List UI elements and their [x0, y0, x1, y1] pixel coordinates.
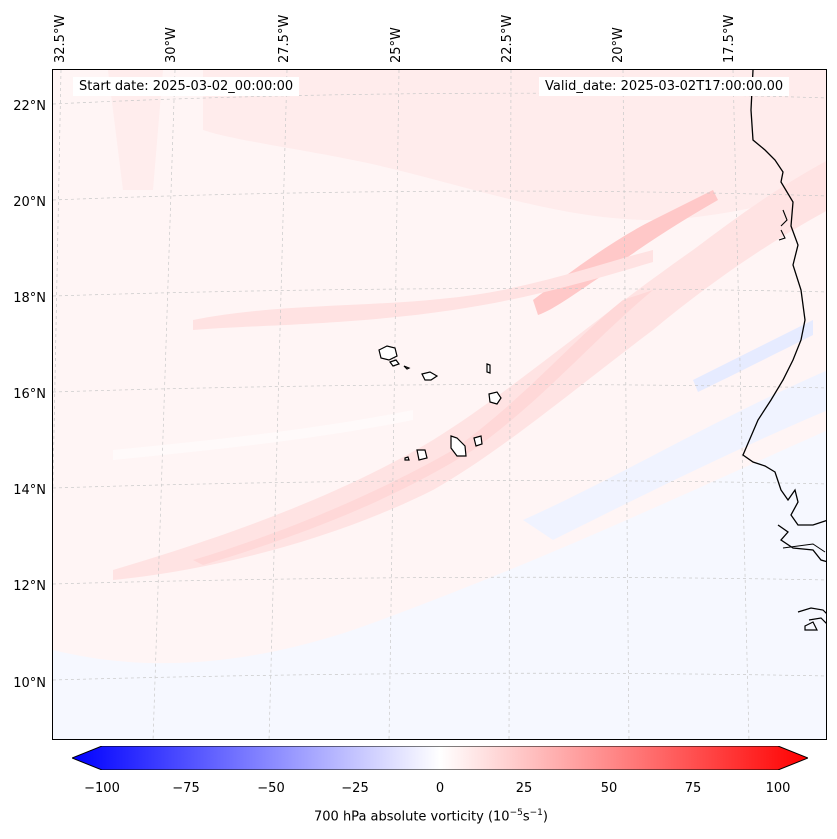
latitude-label: 16°N: [13, 387, 46, 402]
colorbar-graphic: [70, 745, 810, 774]
colorbar-fill: [70, 745, 810, 771]
graticule: [53, 70, 826, 739]
longitude-label: 27.5°W: [277, 14, 292, 63]
latitude-label: 14°N: [13, 483, 46, 498]
latitude-label: 18°N: [13, 291, 46, 306]
colorbar-label-exponent: −5: [509, 808, 523, 818]
colorbar-tick-label: −50: [257, 781, 285, 796]
latitude-label: 22°N: [13, 99, 46, 114]
colorbar-tick-label: −75: [172, 781, 200, 796]
bijagos-islands: [797, 607, 826, 631]
weak-band: [113, 410, 413, 460]
colorbar-tick-label: −100: [84, 781, 120, 796]
colorbar: [70, 745, 810, 774]
vorticity-map[interactable]: [52, 69, 827, 740]
positive-band-core: [193, 290, 653, 565]
weak-negative-streak: [693, 320, 813, 392]
latitude-label: 12°N: [13, 579, 46, 594]
longitude-label: 22.5°W: [500, 14, 515, 63]
colorbar-tick-label: −25: [341, 781, 369, 796]
west-africa-coastline: [742, 70, 826, 526]
coastal-detail: [778, 209, 788, 241]
positive-band-max: [533, 190, 718, 315]
latitude-label: 20°N: [13, 195, 46, 210]
secondary-positive-band: [193, 250, 653, 330]
longitude-label: 20°W: [611, 27, 626, 63]
colorbar-tick-label: 75: [684, 781, 702, 796]
longitude-label: 17.5°W: [722, 14, 737, 63]
colorbar-tick-label: 0: [435, 781, 445, 796]
senegal-gambia-coast: [777, 524, 826, 563]
colorbar-tick-label: 50: [600, 781, 618, 796]
weak-negative-region: [53, 430, 826, 739]
colorbar-tick-label: 100: [765, 781, 791, 796]
colorbar-tick-label: 25: [515, 781, 533, 796]
longitude-label: 32.5°W: [53, 14, 68, 63]
start-date-label: Start date: 2025-03-02_00:00:00: [73, 77, 300, 96]
colorbar-label-exponent: −1: [529, 808, 543, 818]
colorbar-label: 700 hPa absolute vorticity (10−5s−1): [314, 808, 548, 824]
colorbar-label-text: 700 hPa absolute vorticity (10: [314, 809, 510, 825]
longitude-label: 30°W: [164, 27, 179, 63]
colorbar-label-unit: s: [522, 809, 530, 825]
colorbar-label-close: ): [542, 809, 548, 825]
upper-positive-region: [203, 70, 826, 220]
latitude-label: 10°N: [13, 676, 46, 691]
vorticity-field: [53, 70, 826, 739]
cabo-verde-islands: [378, 345, 502, 461]
longitude-label: 25°W: [389, 27, 404, 63]
weak-negative-band: [523, 370, 826, 540]
valid-date-label: Valid_date: 2025-03-02T17:00:00.00: [539, 77, 790, 96]
gambia-river: [782, 543, 826, 553]
